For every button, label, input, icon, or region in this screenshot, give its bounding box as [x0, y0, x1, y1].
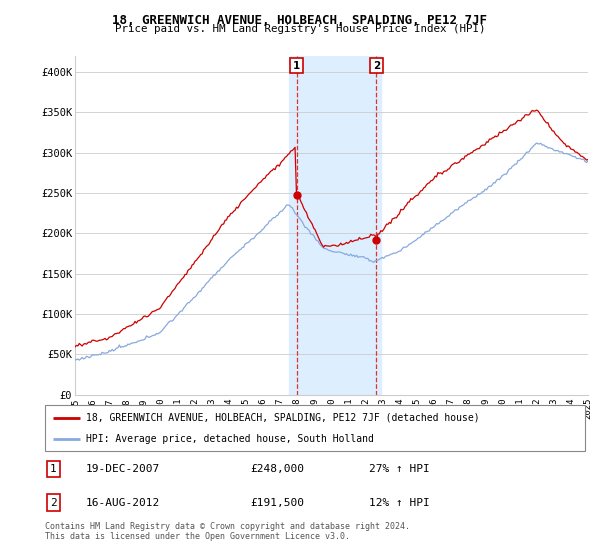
Text: 27% ↑ HPI: 27% ↑ HPI: [369, 464, 430, 474]
FancyBboxPatch shape: [45, 405, 585, 451]
Text: 18, GREENWICH AVENUE, HOLBEACH, SPALDING, PE12 7JF (detached house): 18, GREENWICH AVENUE, HOLBEACH, SPALDING…: [86, 413, 479, 423]
Text: 12% ↑ HPI: 12% ↑ HPI: [369, 497, 430, 507]
Text: HPI: Average price, detached house, South Holland: HPI: Average price, detached house, Sout…: [86, 435, 373, 444]
Text: 18, GREENWICH AVENUE, HOLBEACH, SPALDING, PE12 7JF: 18, GREENWICH AVENUE, HOLBEACH, SPALDING…: [113, 14, 487, 27]
Text: 19-DEC-2007: 19-DEC-2007: [86, 464, 160, 474]
Text: 16-AUG-2012: 16-AUG-2012: [86, 497, 160, 507]
Text: £191,500: £191,500: [250, 497, 304, 507]
Bar: [289, 56, 381, 395]
Text: 2: 2: [373, 60, 380, 71]
Text: Contains HM Land Registry data © Crown copyright and database right 2024.
This d: Contains HM Land Registry data © Crown c…: [45, 522, 410, 542]
Text: £248,000: £248,000: [250, 464, 304, 474]
Text: Price paid vs. HM Land Registry's House Price Index (HPI): Price paid vs. HM Land Registry's House …: [115, 24, 485, 34]
Text: 2: 2: [50, 497, 56, 507]
Text: 1: 1: [50, 464, 56, 474]
Text: 1: 1: [293, 60, 300, 71]
